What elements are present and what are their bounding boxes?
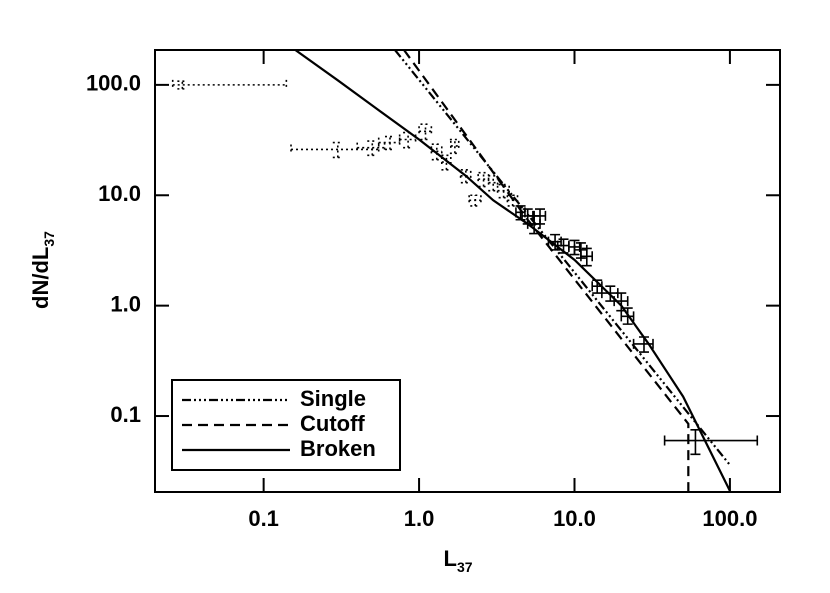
x-error-bar — [418, 126, 433, 137]
y-axis-label: dN/dL37 — [28, 231, 57, 309]
y-error-bar — [332, 141, 343, 159]
x-error-bar — [171, 79, 288, 90]
x-axis-label-text: L — [443, 546, 456, 571]
y-error-bar — [488, 175, 499, 192]
y-error-bar — [478, 171, 489, 188]
model-curve — [394, 50, 731, 466]
y-error-bar — [470, 194, 481, 207]
y-error-bar — [177, 80, 188, 90]
model-curve — [294, 50, 731, 492]
plot-area — [171, 50, 759, 492]
x-tick-label: 0.1 — [248, 506, 279, 531]
y-tick-label: 1.0 — [110, 291, 141, 316]
x-error-bar — [449, 140, 460, 151]
y-error-bar — [449, 138, 460, 155]
x-axis-label: L37 — [443, 546, 472, 575]
x-error-bar — [377, 137, 401, 148]
y-tick-label: 0.1 — [110, 402, 141, 427]
y-error-bar — [403, 131, 414, 149]
legend-label: Cutoff — [300, 411, 365, 436]
y-axis-label-text: dN/dL — [28, 247, 53, 309]
y-tick-label: 10.0 — [98, 181, 141, 206]
y-error-bar — [441, 154, 452, 171]
x-error-bar — [496, 185, 510, 196]
legend-label: Single — [300, 386, 366, 411]
x-error-bar — [663, 435, 759, 446]
x-axis-label-subscript: 37 — [457, 559, 473, 575]
x-error-bar — [487, 177, 499, 188]
x-tick-label: 10.0 — [553, 506, 596, 531]
legend-label: Broken — [300, 436, 376, 461]
model-curve — [403, 50, 690, 492]
y-axis-label-subscript: 37 — [41, 231, 57, 247]
x-error-bar — [290, 144, 380, 155]
x-tick-label: 1.0 — [404, 506, 435, 531]
x-error-bar — [440, 157, 452, 168]
x-tick-label: 100.0 — [702, 506, 757, 531]
y-tick-label: 100.0 — [86, 71, 141, 96]
y-error-bar — [384, 135, 395, 151]
y-error-bar — [367, 140, 378, 157]
y-error-bar — [581, 247, 592, 267]
y-error-bar — [420, 123, 431, 141]
y-error-bar — [431, 143, 442, 161]
x-error-bar — [356, 142, 386, 153]
plot-frame — [154, 49, 781, 493]
